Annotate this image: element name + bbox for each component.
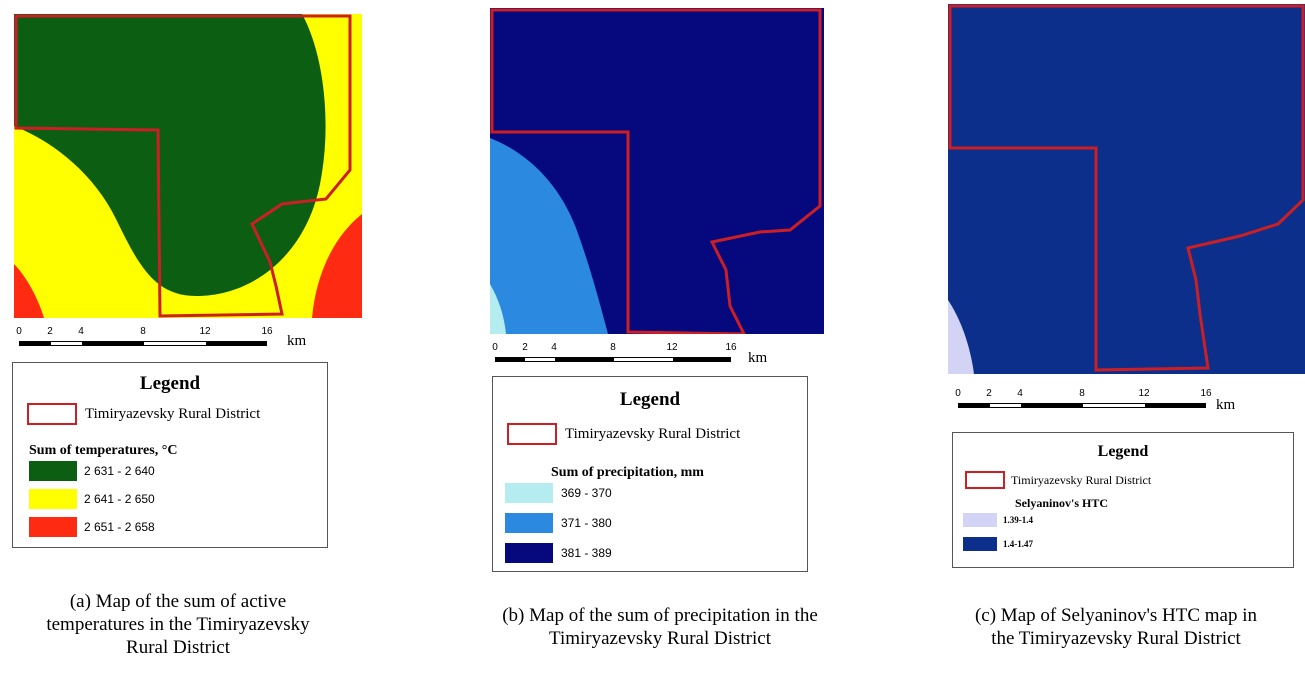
caption-line: (a) Map of the sum of active: [69, 591, 287, 612]
scale-bar-graphic: [19, 341, 267, 346]
scale-label: 12: [666, 342, 678, 353]
legend-item-label: 2 641 - 2 650: [84, 492, 155, 506]
caption-c: (c) Map of Selyaninov's HTC map in the T…: [906, 604, 1305, 650]
boundary-swatch: [27, 403, 77, 425]
legend-swatch: [29, 517, 77, 537]
legend-item: 2 651 - 2 658: [29, 517, 155, 537]
boundary-swatch: [965, 471, 1005, 489]
scale-unit: km: [748, 350, 768, 366]
caption-line: (c) Map of Selyaninov's HTC map in: [974, 605, 1258, 626]
legend-boundary-row: Timiryazevsky Rural District: [507, 423, 740, 445]
legend-b: Legend Timiryazevsky Rural District Sum …: [492, 376, 808, 572]
scale-unit: km: [287, 333, 307, 349]
legend-item-label: 369 - 370: [561, 486, 612, 500]
caption-line: temperatures in the Timiryazevsky: [46, 614, 310, 635]
map-c-htc: [948, 4, 1305, 374]
legend-item: 369 - 370: [505, 483, 612, 503]
scale-label: 8: [1079, 388, 1085, 399]
legend-item: 1.39-1.4: [963, 513, 1033, 527]
legend-section-title: Sum of precipitation, mm: [551, 465, 704, 480]
legend-item: 371 - 380: [505, 513, 612, 533]
legend-swatch: [505, 513, 553, 533]
legend-title: Legend: [139, 373, 201, 394]
legend-title: Legend: [619, 389, 681, 410]
legend-swatch: [963, 513, 997, 527]
legend-boundary-row: Timiryazevsky Rural District: [965, 471, 1151, 489]
legend-swatch: [505, 483, 553, 503]
map-b-precipitation: [490, 8, 824, 334]
legend-item-label: 1.4-1.47: [1003, 539, 1033, 549]
legend-swatch: [29, 489, 77, 509]
boundary-swatch: [507, 423, 557, 445]
legend-item: 2 641 - 2 650: [29, 489, 155, 509]
legend-swatch: [29, 461, 77, 481]
scale-label: 0: [16, 326, 22, 337]
legend-item-label: 1.39-1.4: [1003, 515, 1033, 525]
legend-item: 2 631 - 2 640: [29, 461, 155, 481]
caption-line: Timiryazevsky Rural District: [549, 628, 771, 649]
legend-section-title: Selyaninov's HTC: [1015, 496, 1109, 510]
legend-swatch: [505, 543, 553, 563]
legend-swatch: [963, 537, 997, 551]
scale-label: 12: [199, 326, 211, 337]
scale-bar-b: 0 2 4 8 12 16 km: [490, 342, 810, 372]
scale-bar-a: 0 2 4 8 12 16 km: [14, 326, 334, 356]
scale-label: 4: [1017, 388, 1023, 399]
scale-label: 16: [1200, 388, 1212, 399]
legend-c: Legend Timiryazevsky Rural District Sely…: [952, 432, 1294, 568]
caption-line: the Timiryazevsky Rural District: [991, 628, 1241, 649]
boundary-label: Timiryazevsky Rural District: [1011, 472, 1152, 487]
caption-line: (b) Map of the sum of precipitation in t…: [502, 605, 818, 626]
boundary-label: Timiryazevsky Rural District: [565, 425, 741, 442]
legend-a: Legend Timiryazevsky Rural District Sum …: [12, 362, 328, 548]
caption-line: Rural District: [126, 637, 230, 658]
scale-label: 4: [78, 326, 84, 337]
legend-item-label: 381 - 389: [561, 546, 612, 560]
legend-item-label: 2 651 - 2 658: [84, 520, 155, 534]
scale-bar-c: 0 2 4 8 12 16 km: [948, 388, 1268, 418]
legend-item-label: 371 - 380: [561, 516, 612, 530]
legend-item: 1.4-1.47: [963, 537, 1033, 551]
scale-label: 8: [140, 326, 146, 337]
scale-label: 2: [522, 342, 528, 353]
boundary-label: Timiryazevsky Rural District: [85, 405, 261, 422]
scale-label: 0: [955, 388, 961, 399]
legend-item-label: 2 631 - 2 640: [84, 464, 155, 478]
legend-item: 381 - 389: [505, 543, 612, 563]
scale-label: 0: [492, 342, 498, 353]
legend-section-title: Sum of temperatures, °C: [29, 443, 178, 458]
legend-boundary-row: Timiryazevsky Rural District: [27, 403, 260, 425]
legend-title: Legend: [1097, 443, 1149, 460]
scale-label: 8: [610, 342, 616, 353]
scale-label: 16: [725, 342, 737, 353]
scale-bar-graphic: [958, 403, 1206, 408]
caption-a: (a) Map of the sum of active temperature…: [0, 590, 356, 659]
map-a-temperature: [14, 14, 362, 318]
scale-label: 16: [261, 326, 273, 337]
scale-label: 12: [1138, 388, 1150, 399]
scale-unit: km: [1216, 397, 1236, 413]
scale-label: 2: [47, 326, 53, 337]
scale-label: 2: [986, 388, 992, 399]
scale-bar-graphic: [495, 357, 731, 362]
scale-label: 4: [551, 342, 557, 353]
caption-b: (b) Map of the sum of precipitation in t…: [430, 604, 890, 650]
